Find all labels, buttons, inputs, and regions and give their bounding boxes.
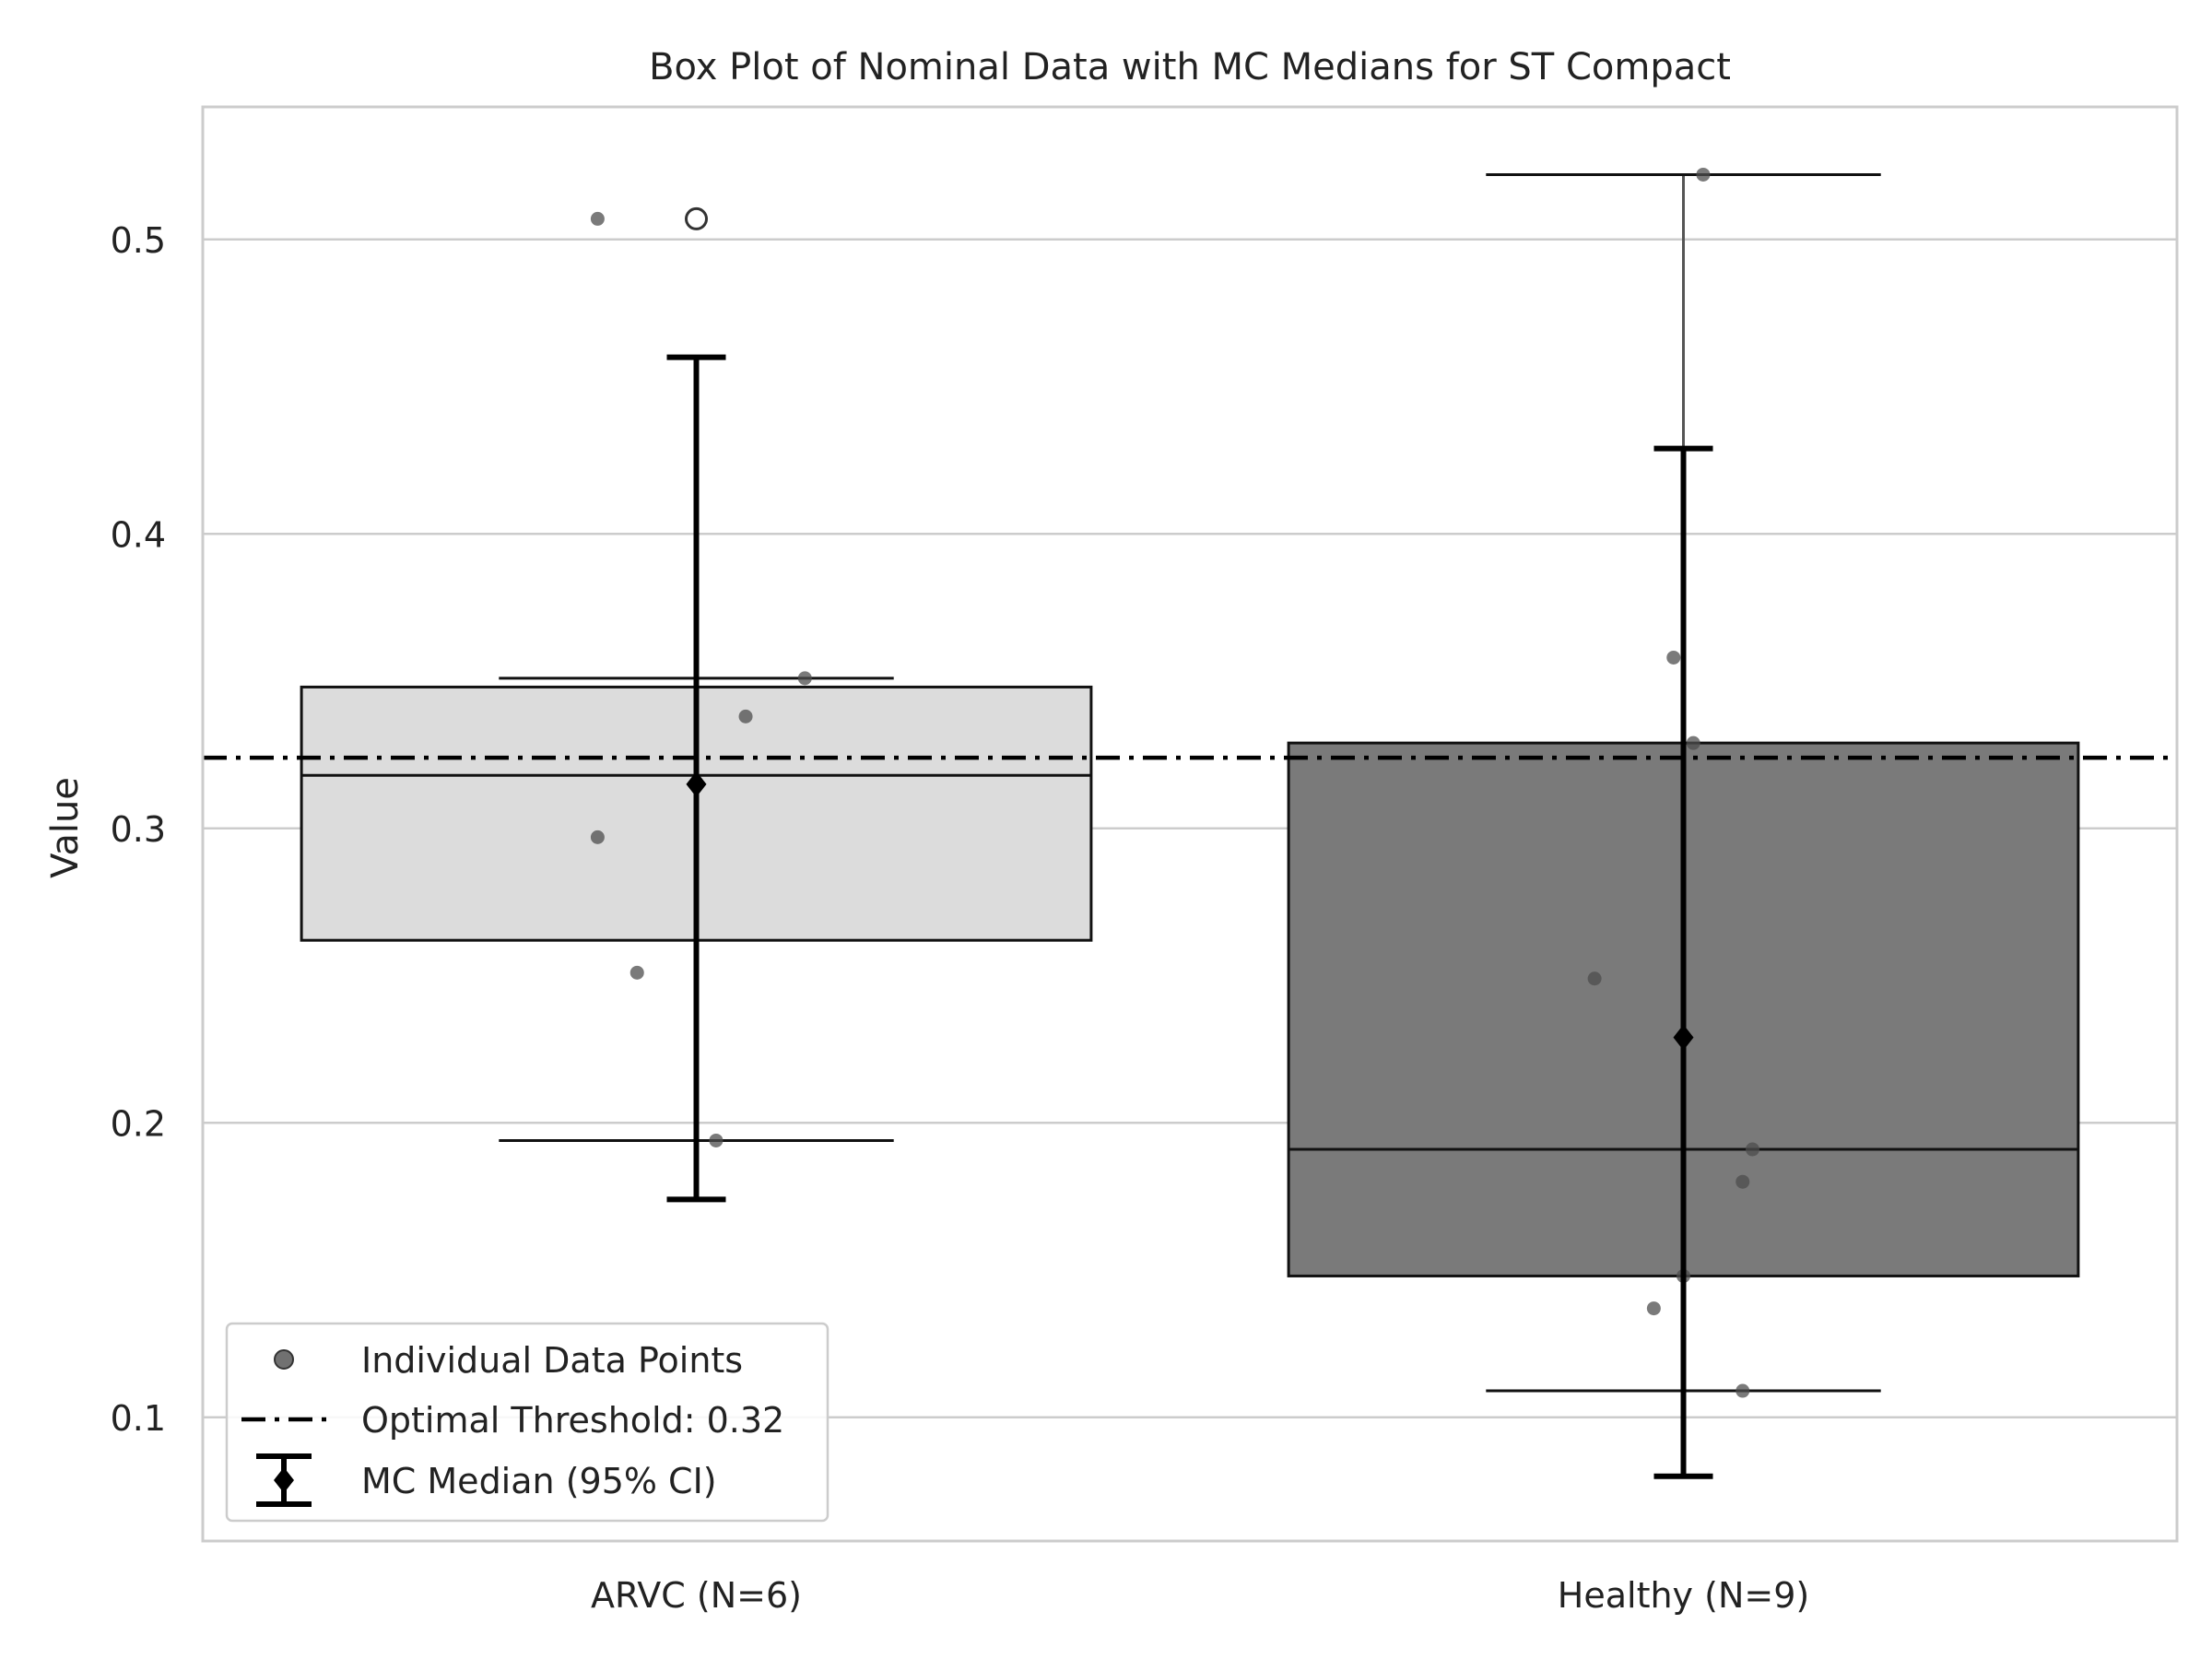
y-tick-label-1: 0.2 xyxy=(111,1103,166,1144)
y-tick-label-0: 0.1 xyxy=(111,1398,166,1439)
x-tick-labels: ARVC (N=6) Healthy (N=9) xyxy=(591,1575,1809,1616)
legend-key-points xyxy=(274,1349,294,1370)
data-point-0 xyxy=(590,211,605,226)
data-point-7 xyxy=(1666,650,1681,665)
mc-median-0 xyxy=(666,354,726,1203)
mc-median-layer xyxy=(666,354,1713,1479)
legend-key-mc-marker xyxy=(274,1467,294,1493)
plot-area-frame xyxy=(201,105,2179,1543)
mc-median-marker-0 xyxy=(686,771,707,797)
outlier-0-0 xyxy=(685,206,708,230)
data-point-11 xyxy=(1735,1174,1750,1189)
y-tick-label-2: 0.3 xyxy=(111,809,166,850)
legend: Individual Data Points Optimal Threshold:… xyxy=(225,1322,830,1523)
mc-median-marker-1 xyxy=(1673,1024,1694,1051)
y-axis-label: Value xyxy=(44,777,87,878)
data-point-5 xyxy=(709,1133,724,1147)
data-point-3 xyxy=(590,830,605,844)
data-point-2 xyxy=(738,709,753,724)
legend-label-threshold: Optimal Threshold: 0.32 xyxy=(361,1400,784,1441)
data-point-8 xyxy=(1686,735,1700,750)
mc-median-1 xyxy=(1653,445,1713,1479)
data-point-14 xyxy=(1735,1383,1750,1398)
x-tick-label-1: Healthy (N=9) xyxy=(1558,1575,1809,1616)
legend-label-points: Individual Data Points xyxy=(361,1340,743,1381)
y-tick-label-4: 0.5 xyxy=(111,220,166,261)
x-tick-label-0: ARVC (N=6) xyxy=(591,1575,802,1616)
legend-label-mc: MC Median (95% CI) xyxy=(361,1461,717,1501)
data-point-13 xyxy=(1646,1301,1661,1316)
data-point-1 xyxy=(797,671,812,686)
data-points-layer xyxy=(590,167,1759,1398)
legend-key-mc xyxy=(256,1453,312,1507)
data-point-9 xyxy=(1587,971,1602,986)
chart-title: Box Plot of Nominal Data with MC Medians… xyxy=(649,46,1731,88)
y-tick-label-3: 0.4 xyxy=(111,514,166,555)
data-point-10 xyxy=(1745,1142,1759,1157)
y-tick-labels: 0.1 0.2 0.3 0.4 0.5 xyxy=(111,220,166,1439)
data-point-4 xyxy=(629,965,644,980)
legend-frame xyxy=(225,1322,830,1523)
data-point-6 xyxy=(1696,167,1711,182)
